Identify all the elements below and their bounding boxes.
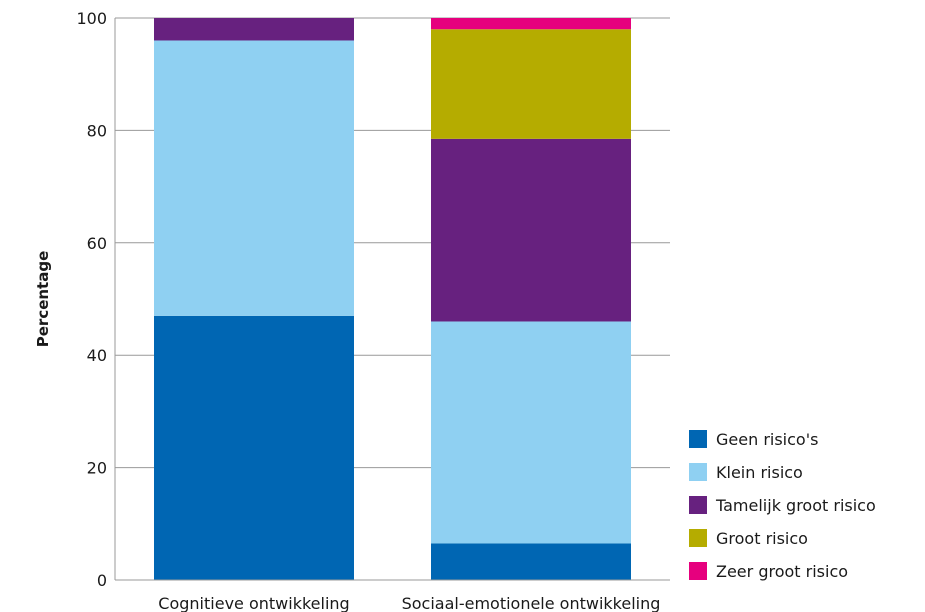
bar-segment [431,138,631,322]
y-tick-label: 60 [87,234,107,253]
x-category-label: Sociaal-emotionele ontwikkeling [402,594,661,612]
y-tick-label: 0 [97,571,107,590]
bar-segment [431,543,631,580]
legend-label: Klein risico [716,463,803,482]
legend-label: Tamelijk groot risico [715,496,876,515]
bar-segment [431,18,631,30]
bar-segment [154,40,354,316]
bar-segment [154,18,354,41]
y-tick-label: 40 [87,346,107,365]
legend-label: Zeer groot risico [716,562,848,581]
bar-segment [154,315,354,580]
bars [154,18,631,580]
legend-swatch [689,463,707,481]
axes [114,18,670,581]
legend-label: Groot risico [716,529,808,548]
x-category-label: Cognitieve ontwikkeling [158,594,349,612]
legend: Geen risico's Klein risico Tamelijk groot … [689,430,876,581]
bar-segment [431,321,631,544]
legend-label: Geen risico's [716,430,818,449]
bar-segment [431,29,631,139]
legend-swatch [689,529,707,547]
x-tick-labels: Cognitieve ontwikkeling Sociaal-emotionel… [158,594,660,612]
y-tick-label: 80 [87,121,107,140]
y-tick-labels: 0 20 40 60 80 100 [76,9,107,590]
y-axis-title: Percentage [34,251,52,348]
y-tick-label: 20 [87,459,107,478]
legend-swatch [689,430,707,448]
legend-swatch [689,562,707,580]
legend-swatch [689,496,707,514]
y-tick-label: 100 [76,9,107,28]
